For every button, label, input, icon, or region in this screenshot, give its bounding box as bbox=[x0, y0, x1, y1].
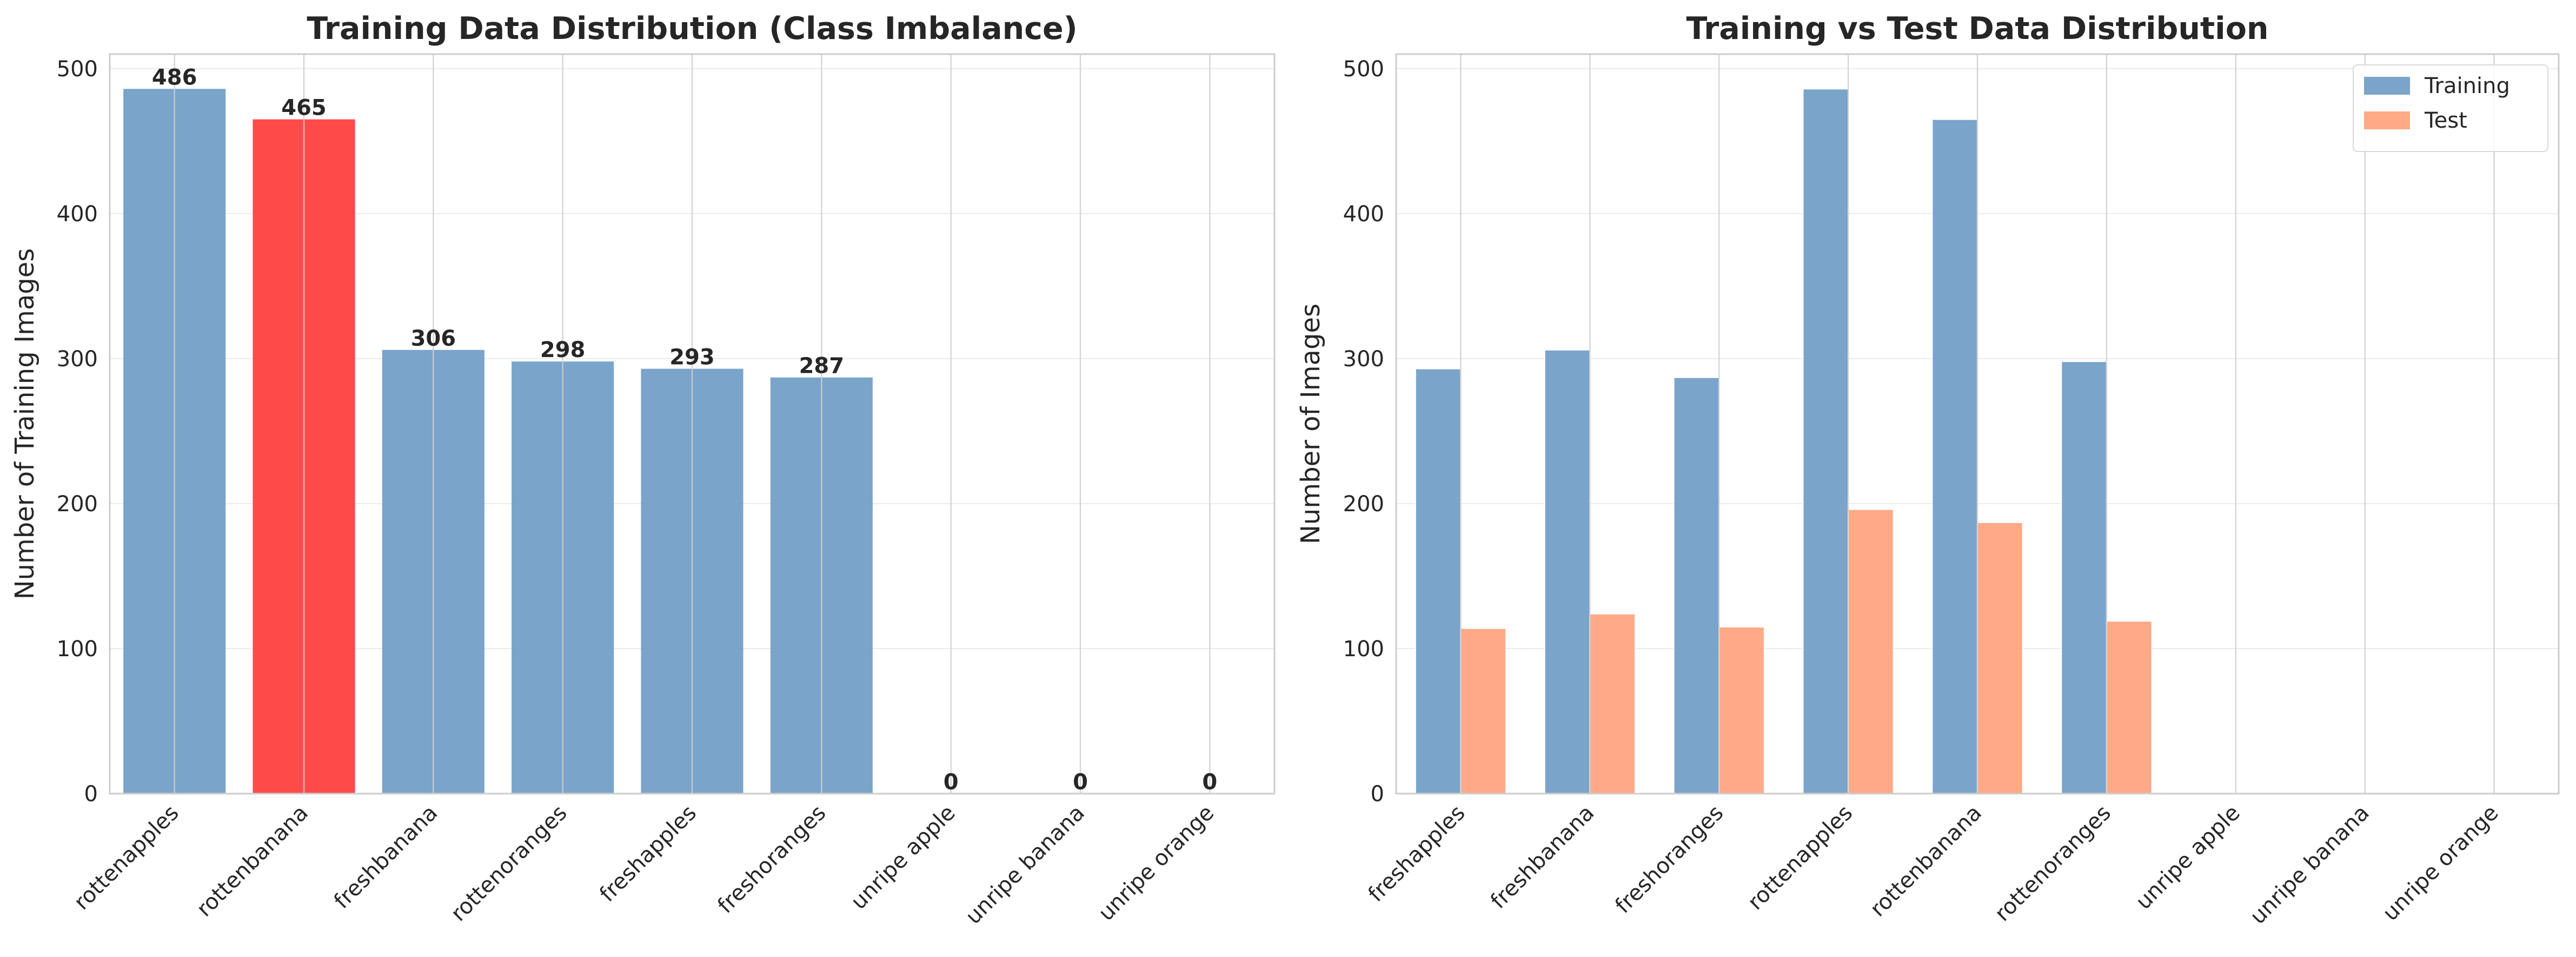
y-tick-label: 400 bbox=[1343, 202, 1384, 227]
y-tick-label: 300 bbox=[1343, 347, 1384, 372]
bar-training bbox=[1931, 118, 1979, 794]
plot-frame bbox=[1395, 53, 2560, 795]
x-tick-label: rottenoranges bbox=[446, 801, 572, 927]
plot-frame bbox=[109, 53, 1276, 795]
legend-label-test: Test bbox=[2424, 108, 2467, 133]
data-label: 465 bbox=[281, 96, 327, 121]
data-label: 0 bbox=[944, 770, 959, 795]
x-tick-label: rottenapples bbox=[69, 801, 184, 915]
chart-left: 486 465 306 298 293 287 0 0 0 0 100 200 300 400 500 rot… bbox=[10, 11, 1276, 929]
data-label: 0 bbox=[1073, 770, 1088, 795]
x-tick-label: rottenapples bbox=[1743, 801, 1858, 915]
x-tick-label: unripe apple bbox=[2131, 801, 2245, 915]
bar-test bbox=[2106, 621, 2153, 794]
data-label: 306 bbox=[411, 326, 456, 351]
legend-swatch-test bbox=[2364, 111, 2410, 129]
x-tick-label: freshbanana bbox=[1486, 801, 1599, 914]
data-label: 486 bbox=[152, 65, 197, 90]
bar-training bbox=[1544, 349, 1591, 794]
x-tick-label: rottenbanana bbox=[1865, 801, 1987, 922]
y-tick-label: 200 bbox=[1343, 492, 1384, 517]
y-tick-label: 200 bbox=[57, 492, 98, 517]
x-tick-label: rottenbanana bbox=[192, 801, 313, 922]
x-tick-label: freshoranges bbox=[1610, 801, 1728, 919]
bar-training bbox=[1415, 368, 1462, 794]
y-tick-label: 400 bbox=[57, 202, 98, 227]
bar-test bbox=[1460, 628, 1507, 794]
data-label: 298 bbox=[540, 338, 586, 362]
x-tick-label: unripe orange bbox=[2378, 801, 2504, 926]
y-tick-label: 500 bbox=[1343, 57, 1384, 82]
y-tick-label: 0 bbox=[84, 782, 98, 807]
bar-training bbox=[2061, 361, 2107, 794]
x-tick-label: unripe orange bbox=[1094, 801, 1219, 926]
bar-test bbox=[1848, 509, 1894, 794]
data-label: 287 bbox=[799, 354, 845, 379]
x-tick-label: rottenoranges bbox=[1990, 801, 2116, 927]
y-axis-label: Number of Images bbox=[1296, 303, 1326, 544]
x-tick-label: freshapples bbox=[595, 801, 701, 907]
y-tick-label: 0 bbox=[1371, 782, 1384, 807]
data-label: 293 bbox=[669, 345, 715, 370]
bar-test bbox=[1977, 522, 2023, 794]
legend-label-training: Training bbox=[2424, 74, 2510, 98]
chart-right: 0 100 200 300 400 500 freshapples freshbanana fr… bbox=[1296, 11, 2560, 929]
x-tick-label: unripe banana bbox=[961, 801, 1090, 929]
y-tick-label: 500 bbox=[57, 57, 98, 82]
y-tick-label: 100 bbox=[57, 637, 98, 662]
x-tick-label: unripe banana bbox=[2246, 801, 2374, 929]
legend-swatch-training bbox=[2364, 77, 2410, 95]
bar-training bbox=[1673, 377, 1720, 794]
y-tick-label: 100 bbox=[1343, 637, 1384, 662]
x-tick-label: freshoranges bbox=[713, 801, 831, 919]
x-tick-label: freshapples bbox=[1364, 801, 1470, 907]
y-tick-label: 300 bbox=[57, 347, 98, 372]
data-label: 0 bbox=[1202, 770, 1217, 795]
bar-test bbox=[1718, 626, 1765, 794]
bar-training bbox=[1802, 88, 1849, 794]
y-axis-label: Number of Training Images bbox=[10, 248, 40, 600]
bar-test bbox=[1589, 613, 1636, 794]
x-tick-label: unripe apple bbox=[846, 801, 960, 915]
chart-title: Training Data Distribution (Class Imbala… bbox=[307, 11, 1077, 47]
x-tick-label: freshbanana bbox=[329, 801, 442, 914]
legend: Training Test bbox=[2353, 64, 2548, 152]
chart-title: Training vs Test Data Distribution bbox=[1687, 11, 2269, 47]
